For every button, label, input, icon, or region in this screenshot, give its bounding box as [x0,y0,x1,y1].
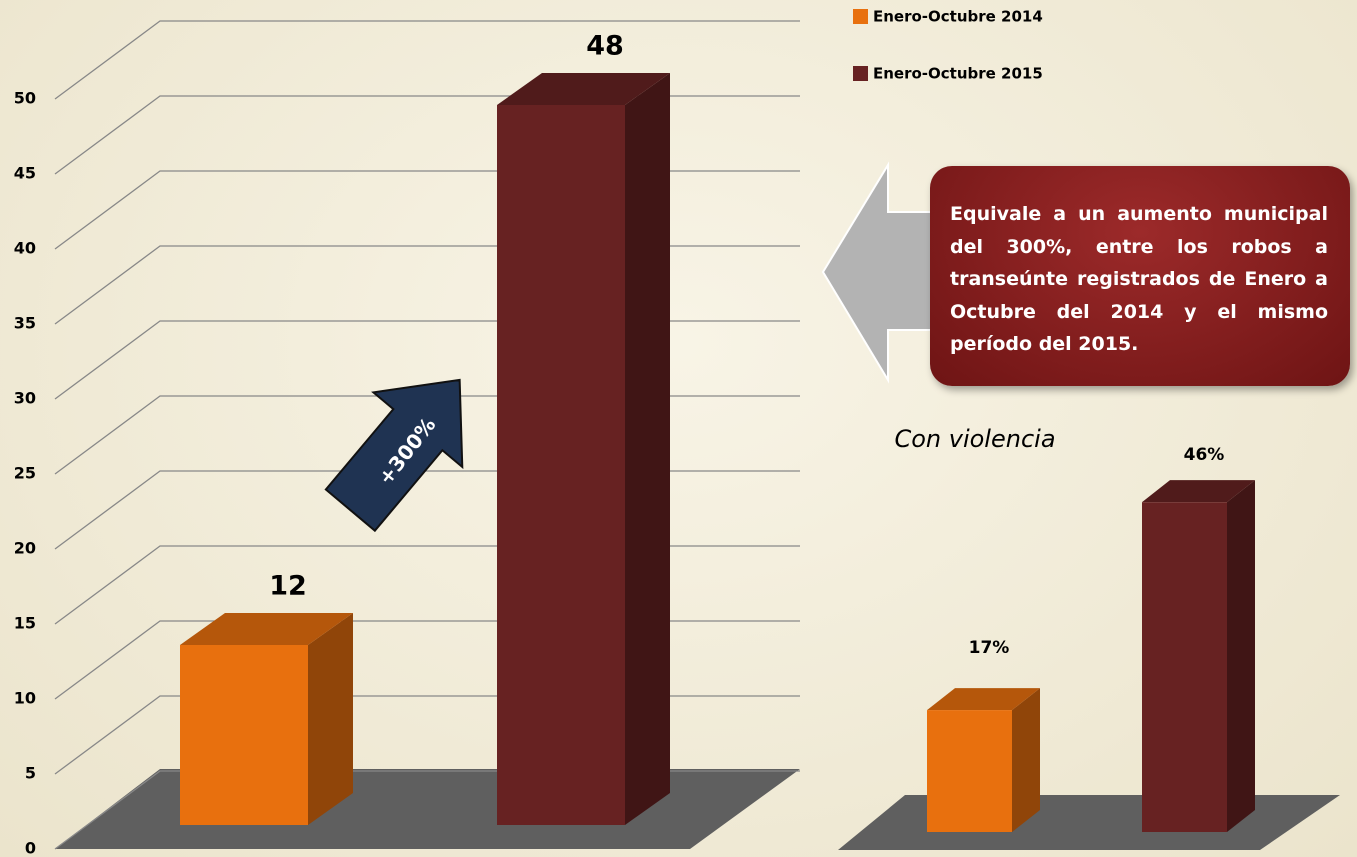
legend-swatch [853,9,868,24]
bar [180,645,308,825]
bar-top [1142,480,1255,503]
y-tick-label: 30 [14,389,36,408]
y-tick-label: 50 [14,89,36,108]
increase-arrow [324,378,464,533]
bar-top [927,688,1040,711]
bar [1142,502,1227,832]
floor [55,769,800,849]
floor [838,795,1340,850]
y-tick-label: 25 [14,464,36,483]
data-label: 12 [269,571,307,602]
bar-top [497,73,670,105]
data-label: 46% [1184,445,1225,465]
grid-line [54,170,800,250]
legend-swatch [853,66,868,81]
chart-title: Con violencia [894,425,1055,453]
bar-top [180,613,353,645]
bar-side [1012,688,1040,832]
grid-line [54,95,800,175]
data-label: 48 [586,31,624,62]
y-tick-label: 10 [14,689,36,708]
grid-line [54,545,800,625]
bar-side [1227,480,1255,832]
y-tick-label: 45 [14,164,36,183]
grid-line [54,245,800,325]
bar [497,105,625,825]
y-tick-label: 0 [25,839,36,857]
bar-side [625,73,670,825]
bar [927,710,1012,832]
bar-side [308,613,353,825]
grid-line [54,20,800,100]
legend-label: Enero-Octubre 2014 [873,8,1043,26]
y-tick-label: 40 [14,239,36,258]
y-tick-label: 15 [14,614,36,633]
grid-line [54,470,800,550]
legend-label: Enero-Octubre 2015 [873,65,1043,83]
y-tick-label: 20 [14,539,36,558]
callout: Equivale a un aumento municipal del 300%… [930,166,1350,386]
data-label: 17% [969,638,1010,658]
y-tick-label: 5 [25,764,36,783]
grid-line [54,695,800,775]
grid-line [54,620,800,700]
y-tick-label: 35 [14,314,36,333]
